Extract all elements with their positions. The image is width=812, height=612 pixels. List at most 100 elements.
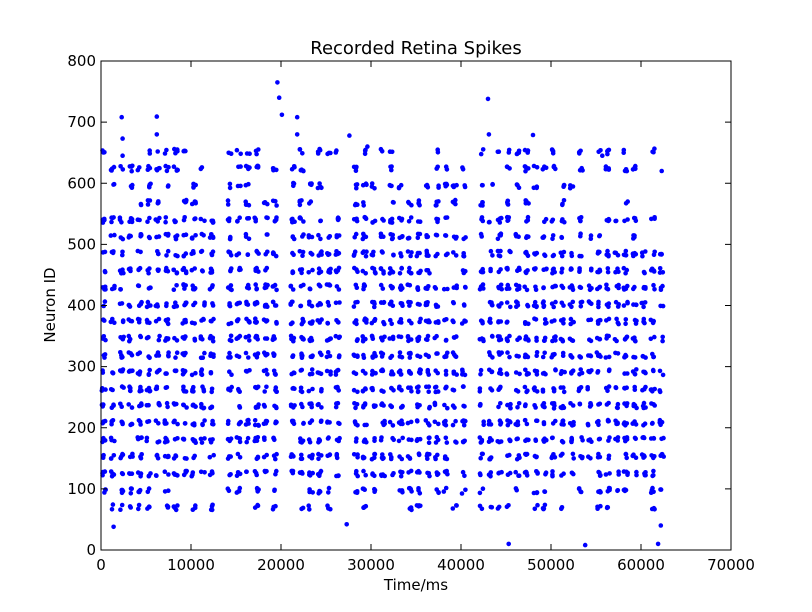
spike-point [381, 234, 386, 239]
spike-point [479, 234, 485, 239]
spike-point [408, 370, 413, 376]
spike-point [532, 299, 538, 305]
spike-point [600, 153, 605, 158]
spike-point [397, 271, 403, 276]
spike-point [506, 147, 512, 153]
spike-point [225, 436, 231, 442]
spike-point [360, 268, 366, 274]
spike-point [193, 370, 198, 376]
spike-point [408, 300, 413, 305]
spike-point [111, 182, 116, 187]
spike-point [597, 454, 603, 460]
spike-point [360, 250, 366, 256]
spike-point [603, 355, 609, 360]
spike-point [623, 336, 628, 342]
spike-point [208, 266, 214, 272]
spike-point [102, 150, 107, 155]
spike-point [625, 299, 630, 305]
spike-point [247, 338, 252, 343]
spike-point [136, 283, 142, 289]
spike-point [270, 507, 276, 512]
spike-point [102, 217, 107, 223]
spike-point [542, 317, 548, 322]
spike-point [409, 437, 414, 443]
spike-point [253, 435, 258, 441]
spike-point [236, 164, 241, 170]
spike-point [112, 232, 117, 238]
spike-point [307, 507, 312, 512]
spike-point [108, 435, 114, 441]
spike-point [378, 282, 384, 288]
spike-point [264, 265, 270, 271]
spike-point [480, 486, 486, 492]
spike-point [138, 384, 143, 390]
spike-point [504, 164, 510, 169]
spike-point [436, 320, 441, 326]
spike-point [351, 304, 357, 309]
spike-point [273, 419, 279, 425]
spike-point [279, 112, 285, 118]
spike-point [361, 403, 366, 409]
spike-point [417, 367, 423, 372]
spike-point [351, 164, 357, 170]
spike-point [425, 268, 431, 273]
spike-point [183, 470, 188, 475]
spike-point [166, 488, 171, 494]
spike-point [507, 452, 512, 458]
spike-point [515, 422, 520, 428]
spike-point [426, 471, 432, 476]
spike-point [166, 164, 171, 170]
spike-point [622, 401, 627, 406]
spike-point [108, 469, 114, 474]
spike-point [272, 371, 278, 377]
spike-point [605, 269, 611, 275]
spike-point [524, 219, 529, 224]
spike-point [363, 216, 369, 222]
spike-point [488, 268, 493, 274]
spike-point [409, 389, 414, 394]
spike-point [561, 389, 567, 395]
spike-point [247, 151, 252, 156]
spike-point [551, 304, 556, 310]
spike-point [183, 148, 188, 154]
spike-point [310, 386, 315, 392]
spike-point [585, 421, 591, 427]
spike-point [226, 488, 232, 494]
spike-point [236, 251, 242, 256]
spike-point [541, 267, 546, 273]
spike-point [182, 421, 188, 426]
spike-point [388, 452, 393, 457]
spike-point [451, 371, 457, 376]
spike-point [490, 355, 495, 360]
spike-point [451, 250, 456, 255]
spike-point [136, 506, 141, 512]
spike-point [225, 285, 231, 290]
spike-point [144, 403, 150, 408]
spike-point [382, 418, 387, 424]
spike-point [110, 387, 115, 393]
spike-point [391, 437, 397, 443]
spike-point [559, 266, 565, 272]
spike-point [630, 251, 636, 256]
spike-point [126, 369, 132, 374]
spike-point [334, 401, 339, 406]
spike-point [505, 319, 510, 325]
spike-point [534, 454, 539, 460]
spike-point [361, 468, 366, 474]
spike-point [416, 451, 422, 457]
spike-point [443, 368, 449, 374]
spike-point [558, 453, 564, 458]
spike-point [308, 199, 314, 204]
spike-point [156, 401, 162, 407]
spike-point [606, 304, 611, 310]
spike-point [613, 418, 618, 424]
spike-point [657, 388, 662, 393]
spike-point [164, 301, 169, 306]
spike-point [561, 183, 567, 188]
spike-point [569, 283, 575, 288]
spike-point [621, 150, 626, 155]
spike-point [227, 236, 233, 242]
spike-point [171, 419, 176, 425]
spike-point [246, 216, 251, 221]
spike-point [622, 371, 627, 376]
